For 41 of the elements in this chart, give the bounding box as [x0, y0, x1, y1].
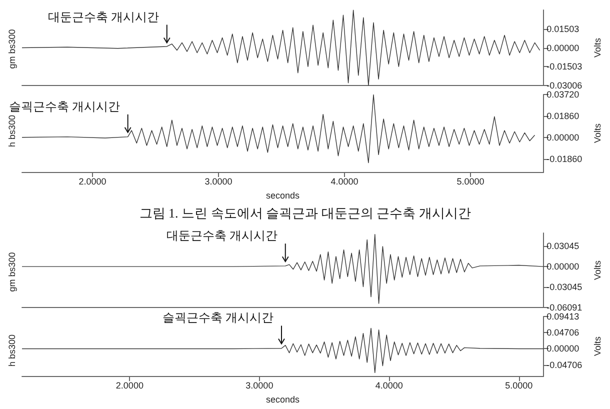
y-axis-title: Volts — [592, 122, 602, 144]
y-tick-label: 0.03045 — [546, 241, 580, 252]
x-tick-label: 5.0000 — [456, 176, 484, 186]
y-tick-label: 0.00000 — [546, 132, 580, 142]
x-tick-label: 5.0000 — [505, 380, 533, 391]
y-tick-label: -0.03045 — [546, 282, 582, 292]
x-tick-label: 2.0000 — [116, 380, 144, 391]
y-tick-label: 0.00000 — [546, 344, 580, 354]
annotation: 대둔근수축 개시시간 — [166, 228, 278, 243]
text: gm bs300 — [7, 29, 17, 69]
x-tick-label: 4.0000 — [375, 380, 403, 391]
text: gm bs300 — [7, 252, 17, 292]
y-axis-title: Volts — [592, 260, 602, 280]
x-tick-label: 2.0000 — [78, 176, 106, 186]
annotation: 슬괵근수축 개시시간 — [8, 99, 120, 114]
y-tick-label: -0.03006 — [546, 80, 582, 90]
y-tick-label: 0.01860 — [546, 110, 580, 121]
y-tick-label: 0.00000 — [546, 42, 580, 53]
caption: 그림 1. 느린 속도에서 슬괵근과 대둔근의 근수축 개시시간 — [139, 206, 471, 220]
text: h bs300 — [7, 334, 17, 367]
y-tick-label: 0.04706 — [546, 328, 580, 338]
y-tick-label: 0.01503 — [546, 24, 580, 34]
y-tick-label: -0.01503 — [546, 62, 582, 72]
annotation: 슬괵근수축 개시시간 — [162, 310, 274, 325]
y-tick-label: 0.03720 — [546, 90, 580, 100]
y-tick-label: -0.06091 — [546, 302, 582, 312]
x-tick-label: 3.0000 — [204, 176, 232, 186]
annotation: 대둔근수축 개시시간 — [48, 10, 159, 24]
x-axis-title: seconds — [266, 394, 300, 404]
x-tick-label: 4.0000 — [330, 176, 358, 186]
line-series — [22, 328, 544, 374]
line-series — [22, 10, 540, 86]
x-tick-label: 3.0000 — [246, 380, 274, 391]
y-tick-label: -0.01860 — [546, 154, 582, 164]
y-tick-label: -0.04706 — [546, 360, 582, 370]
y-tick-label: 0.09413 — [546, 312, 580, 322]
y-axis-title: Volts — [592, 336, 602, 356]
text: h bs300 — [7, 114, 17, 148]
y-axis-title: Volts — [592, 37, 602, 58]
x-axis-title: seconds — [266, 190, 300, 200]
y-tick-label: 0.00000 — [546, 262, 580, 272]
